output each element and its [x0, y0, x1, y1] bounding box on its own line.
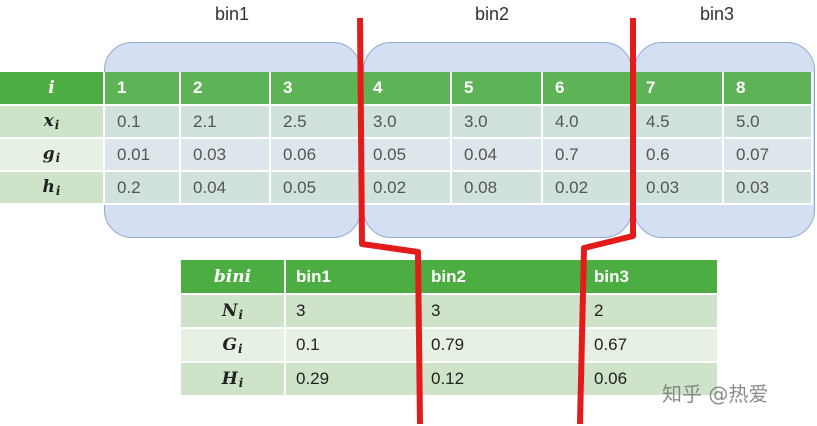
- cell: bin2: [420, 260, 584, 295]
- cell: 0.03: [723, 171, 813, 205]
- bin-header-row: bini bin1 bin2 bin3: [181, 260, 719, 295]
- watermark: 知乎 @热爱: [662, 382, 769, 406]
- index-row: i 1 2 3 4 5 6 7 8: [0, 72, 813, 106]
- bin3-label: bin3: [699, 4, 735, 24]
- g-sum-row: Gi 0.1 0.79 0.67: [181, 328, 719, 363]
- row-label-x: xi: [0, 105, 105, 139]
- cell: 4.0: [542, 105, 634, 139]
- cell: 0.03: [180, 138, 271, 172]
- cell: 0.03: [633, 171, 724, 205]
- cell: 4.5: [633, 105, 724, 139]
- cell: 0.05: [360, 138, 452, 172]
- cell: 0.2: [104, 171, 181, 205]
- cell: 7: [633, 72, 724, 106]
- cell: 0.1: [104, 105, 181, 139]
- cell: 3.0: [360, 105, 452, 139]
- cell: 0.79: [420, 328, 584, 363]
- cell: 0.08: [451, 171, 543, 205]
- bin-statistics-table: bini bin1 bin2 bin3 Ni 3 3 2 Gi 0.1 0.79…: [181, 260, 719, 397]
- cell: 8: [723, 72, 813, 106]
- n-row: Ni 3 3 2: [181, 294, 719, 329]
- x-row: xi 0.1 2.1 2.5 3.0 3.0 4.0 4.5 5.0: [0, 105, 813, 139]
- row-label-h: hi: [0, 171, 105, 205]
- cell: 0.04: [180, 171, 271, 205]
- cell: 0.04: [451, 138, 543, 172]
- cell: 0.07: [723, 138, 813, 172]
- cell: 6: [542, 72, 634, 106]
- cell: 0.02: [360, 171, 452, 205]
- cell: 5.0: [723, 105, 813, 139]
- cell: 1: [104, 72, 181, 106]
- cell: 0.67: [583, 328, 719, 363]
- cell: 0.12: [420, 362, 584, 397]
- cell: 2.1: [180, 105, 271, 139]
- cell: 2: [180, 72, 271, 106]
- row-label-n: Ni: [181, 294, 286, 329]
- cell: 5: [451, 72, 543, 106]
- row-label-g-sum: Gi: [181, 328, 286, 363]
- cell: 0.1: [285, 328, 421, 363]
- cell: 3: [270, 72, 361, 106]
- cell: 3: [420, 294, 584, 329]
- cell: 2: [583, 294, 719, 329]
- g-row: gi 0.01 0.03 0.06 0.05 0.04 0.7 0.6 0.07: [0, 138, 813, 172]
- cell: bin3: [583, 260, 719, 295]
- h-row: hi 0.2 0.04 0.05 0.02 0.08 0.02 0.03 0.0…: [0, 171, 813, 205]
- cell: 3: [285, 294, 421, 329]
- cell: 0.02: [542, 171, 634, 205]
- cell: 0.06: [270, 138, 361, 172]
- cell: 3.0: [451, 105, 543, 139]
- cell: 0.7: [542, 138, 634, 172]
- h-sum-row: Hi 0.29 0.12 0.06: [181, 362, 719, 397]
- cell: 0.29: [285, 362, 421, 397]
- row-label-h-sum: Hi: [181, 362, 286, 397]
- bin1-label: bin1: [214, 4, 250, 24]
- row-label-i: i: [0, 72, 105, 106]
- cell: 0.6: [633, 138, 724, 172]
- cell: 0.01: [104, 138, 181, 172]
- samples-table: i 1 2 3 4 5 6 7 8 xi 0.1 2.1 2.5 3.0 3.0…: [0, 72, 813, 205]
- cell: bin1: [285, 260, 421, 295]
- bin2-label: bin2: [474, 4, 510, 24]
- cell: 2.5: [270, 105, 361, 139]
- row-label-g: gi: [0, 138, 105, 172]
- cell: 0.05: [270, 171, 361, 205]
- cell: 4: [360, 72, 452, 106]
- row-label-bini: bini: [181, 260, 286, 295]
